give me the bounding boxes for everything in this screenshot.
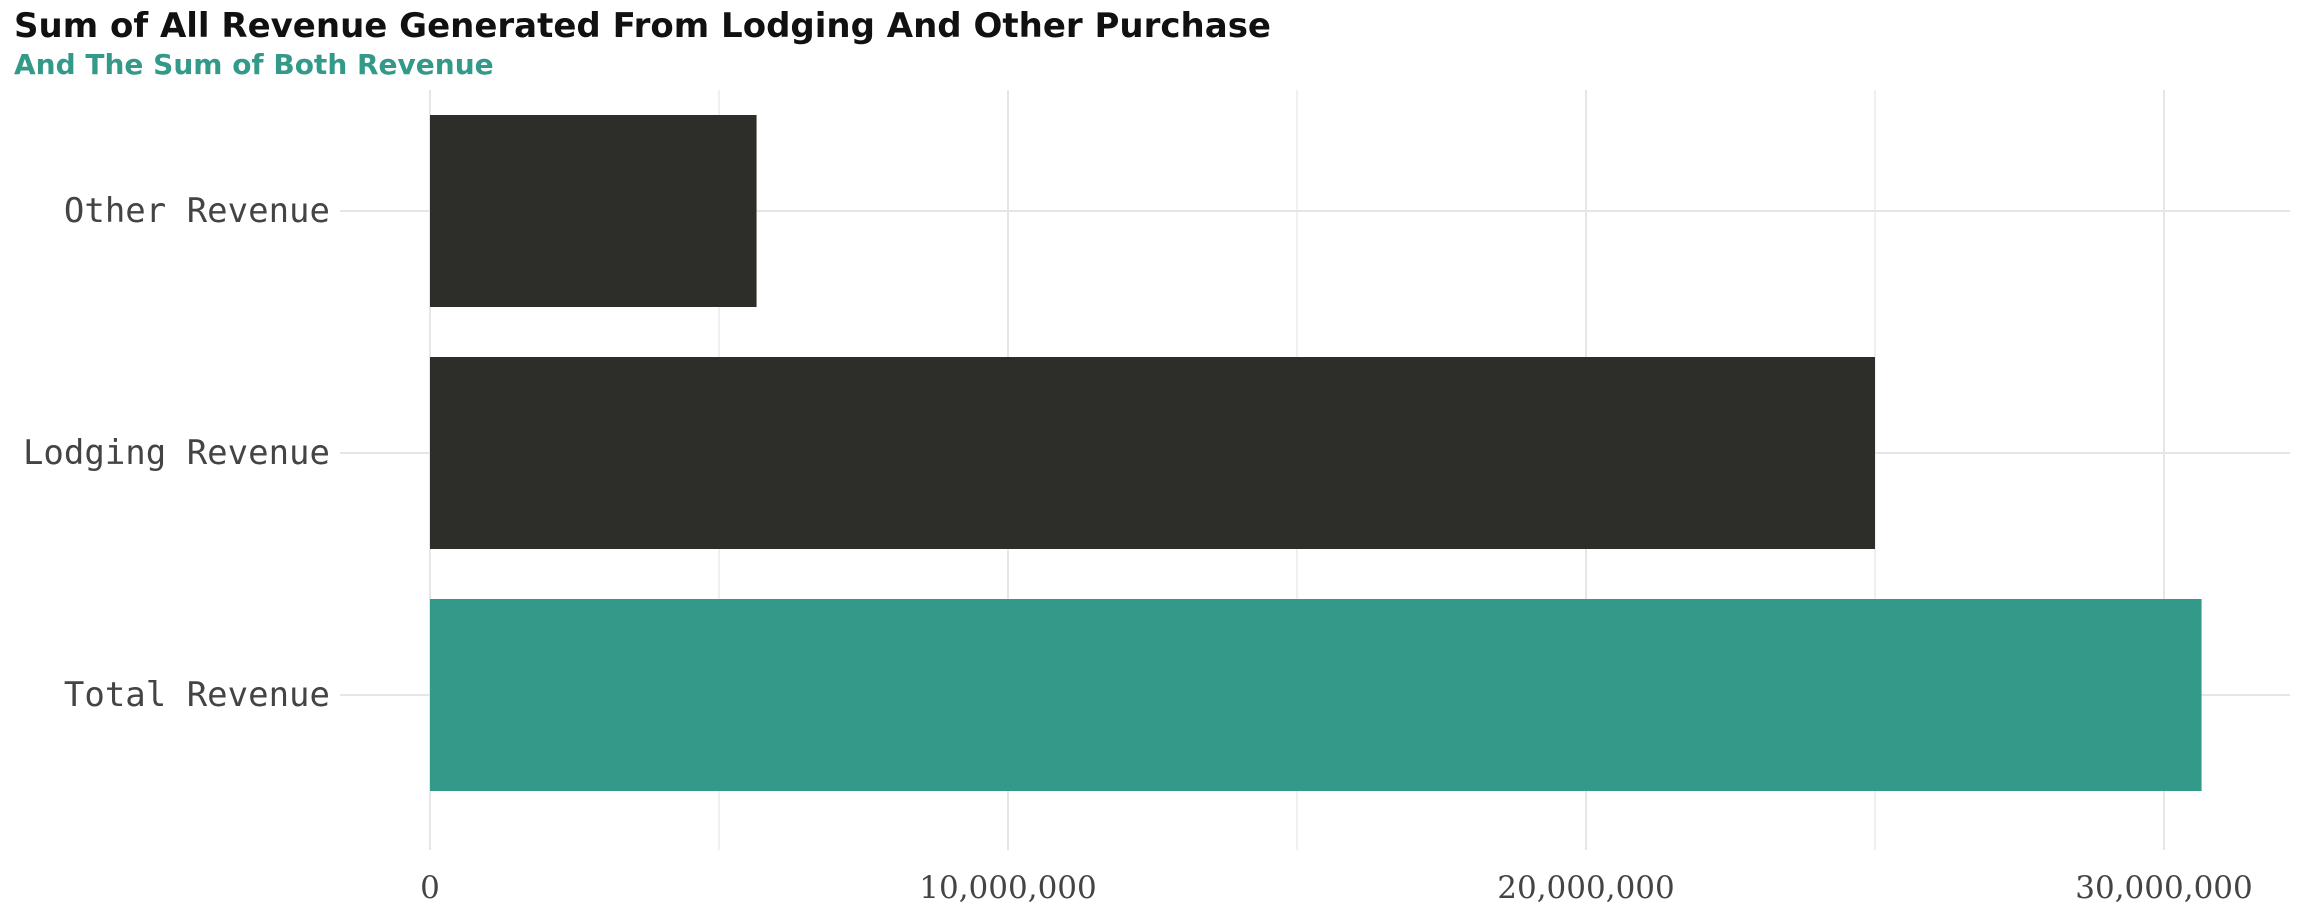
x-tick-label: 20,000,000: [1497, 870, 1675, 906]
x-tick-label: 10,000,000: [919, 870, 1097, 906]
chart-subtitle: And The Sum of Both Revenue: [14, 48, 494, 81]
bars: [430, 115, 2202, 791]
x-tick-label: 0: [420, 870, 440, 906]
category-label: Lodging Revenue: [23, 433, 330, 473]
bar-other-revenue: [430, 115, 757, 307]
x-tick-labels: 0 10,000,000 20,000,000 30,000,000: [420, 870, 2253, 906]
bar-lodging-revenue: [430, 357, 1875, 549]
category-label: Other Revenue: [64, 191, 330, 231]
chart-title: Sum of All Revenue Generated From Lodgin…: [14, 6, 1271, 46]
category-labels: Other Revenue Lodging Revenue Total Revenu…: [23, 191, 330, 715]
bar-total-revenue: [430, 599, 2202, 791]
x-tick-label: 30,000,000: [2075, 870, 2253, 906]
category-label: Total Revenue: [64, 675, 330, 715]
